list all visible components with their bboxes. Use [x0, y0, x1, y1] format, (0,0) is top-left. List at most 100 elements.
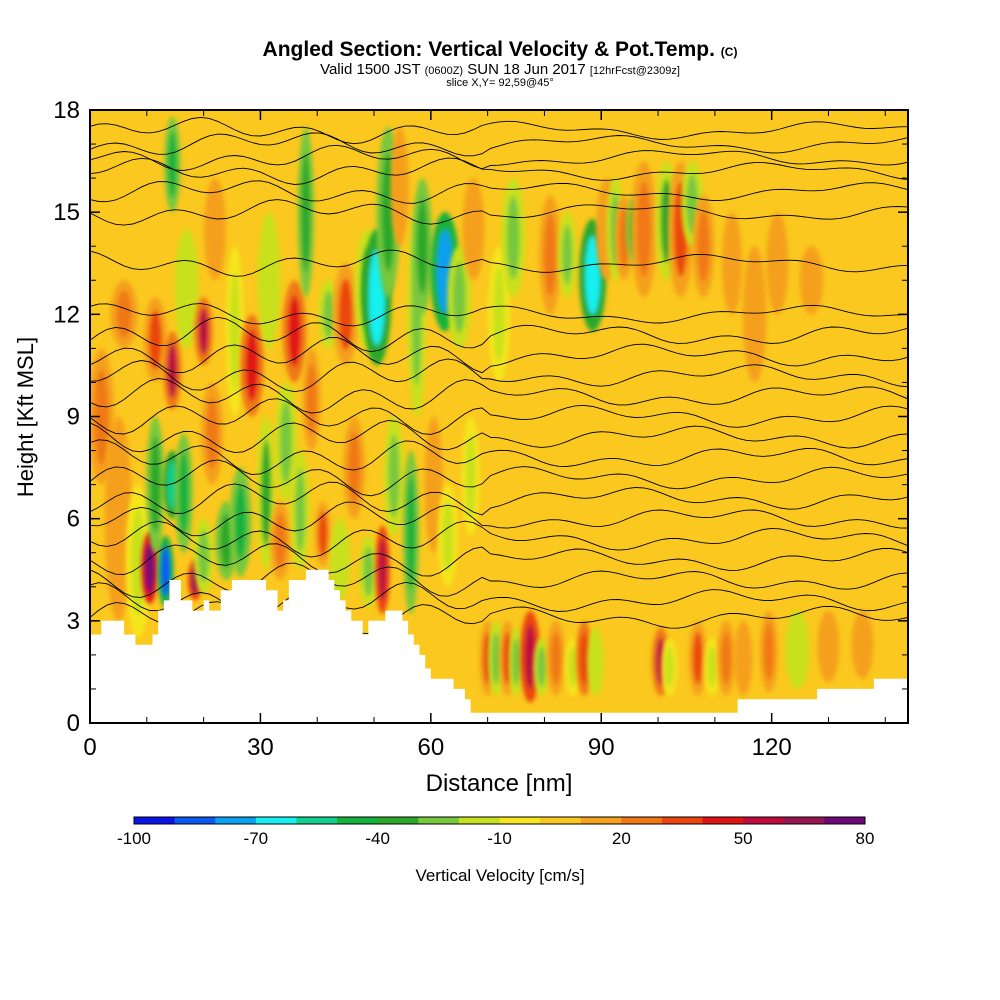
theta-contour: [90, 199, 908, 226]
velocity-cell: [817, 610, 840, 683]
velocity-cell: [314, 501, 332, 567]
velocity-cell-core: [585, 235, 601, 315]
velocity-cell-core: [697, 210, 710, 282]
velocity-cell: [539, 195, 562, 315]
colorbar-tick-label: -100: [117, 829, 151, 848]
colorbar-swatch: [743, 817, 785, 824]
velocity-cell: [402, 450, 420, 615]
velocity-cell: [631, 161, 657, 298]
colorbar-swatch: [134, 817, 176, 824]
velocity-cell-core: [394, 144, 405, 229]
velocity-cell: [164, 116, 181, 213]
chart-valid-time: Valid 1500 JST (0600Z) SUN 18 Jun 2017 […: [320, 61, 680, 78]
velocity-cell: [174, 229, 199, 349]
colorbar-swatch: [418, 817, 460, 824]
velocity-cell-core: [544, 213, 557, 297]
velocity-cell: [332, 263, 359, 366]
velocity-cell-core: [116, 290, 132, 339]
velocity-cell: [742, 246, 767, 383]
velocity-cell-core: [804, 256, 818, 305]
velocity-cell-core: [131, 507, 146, 615]
velocity-cell-core: [579, 632, 589, 685]
velocity-cell-core: [145, 543, 155, 594]
velocity-cell: [229, 467, 252, 577]
colorbar-swatch: [337, 817, 379, 824]
velocity-cell-core: [512, 637, 521, 686]
velocity-cell: [383, 416, 404, 536]
colorbar-swatch: [621, 817, 663, 824]
velocity-cell: [291, 450, 310, 570]
velocity-cell-core: [167, 343, 178, 398]
velocity-cell: [125, 484, 152, 638]
velocity-cell-core: [568, 646, 578, 688]
velocity-cell-core: [261, 439, 272, 547]
velocity-cell-core: [150, 436, 161, 533]
velocity-cell: [194, 297, 213, 366]
velocity-cell-core: [748, 266, 762, 363]
velocity-cell-core: [406, 475, 416, 590]
velocity-cell: [275, 382, 297, 502]
velocity-cell-core: [338, 278, 353, 351]
axes: 0 30 60 90 120 0 3 6 9 12 15 18: [53, 97, 908, 761]
velocity-cell: [462, 178, 485, 281]
velocity-cell-core: [707, 646, 717, 688]
velocity-cell-core: [763, 622, 774, 681]
velocity-cell: [146, 416, 165, 553]
velocity-cell-core: [692, 632, 703, 685]
colorbar-swatch: [580, 817, 622, 824]
x-tick-label: 30: [247, 734, 274, 761]
y-tick-label: 3: [67, 608, 80, 635]
colorbar-label: Vertical Velocity [cm/s]: [415, 866, 584, 885]
theta-contour: [90, 439, 908, 475]
velocity-cell-core: [295, 468, 306, 552]
chart-title: Angled Section: Vertical Velocity & Pot.…: [262, 38, 738, 61]
velocity-cell-core: [465, 434, 476, 518]
x-tick-label: 90: [588, 734, 615, 761]
theta-contour: [90, 562, 908, 598]
velocity-cell-core: [306, 363, 317, 436]
velocity-cell-core: [208, 193, 221, 265]
theta-contour: [90, 116, 908, 145]
theta-contour: [90, 303, 908, 327]
colorbar-swatch: [540, 817, 582, 824]
theta-contour: [90, 378, 908, 414]
velocity-cell: [110, 280, 138, 349]
theta-contour: [90, 520, 908, 558]
chart-slice-info: slice X,Y= 92,59@45°: [446, 77, 554, 89]
velocity-cell-core: [822, 621, 835, 672]
velocity-cell-core: [493, 266, 505, 363]
velocity-cell-core: [856, 620, 869, 669]
velocity-cell-core: [245, 329, 259, 402]
velocity-cell-core: [467, 193, 480, 265]
colorbar-tick-label: 20: [612, 829, 631, 848]
velocity-cell-core: [198, 529, 210, 583]
velocity-cell: [302, 348, 321, 451]
theta-contour: [90, 420, 908, 454]
velocity-cell-core: [721, 632, 732, 685]
velocity-cell: [240, 314, 264, 417]
velocity-cell: [558, 212, 577, 298]
velocity-cell: [193, 518, 214, 594]
theta-contour: [90, 337, 908, 374]
velocity-cell-core: [274, 513, 286, 569]
velocity-cell-core: [180, 247, 194, 331]
theta-contour: [90, 398, 908, 435]
theta-contour: [90, 501, 908, 537]
colorbar-tick-label: 50: [734, 829, 753, 848]
colorbar-swatch: [296, 817, 338, 824]
velocity-cell: [318, 280, 339, 349]
colorbar-swatch: [377, 817, 419, 824]
velocity-cell-core: [726, 227, 738, 300]
y-tick-label: 6: [67, 506, 80, 533]
velocity-cell: [143, 297, 168, 383]
velocity-cell-core: [148, 310, 162, 370]
theta-contour: [90, 144, 908, 171]
velocity-cell: [412, 178, 433, 315]
velocity-cell: [461, 416, 480, 536]
velocity-cell-core: [198, 307, 209, 356]
velocity-cell: [734, 620, 753, 696]
velocity-cell-core: [334, 530, 346, 589]
theta-contour: [90, 180, 908, 204]
velocity-cell-core: [178, 451, 189, 535]
